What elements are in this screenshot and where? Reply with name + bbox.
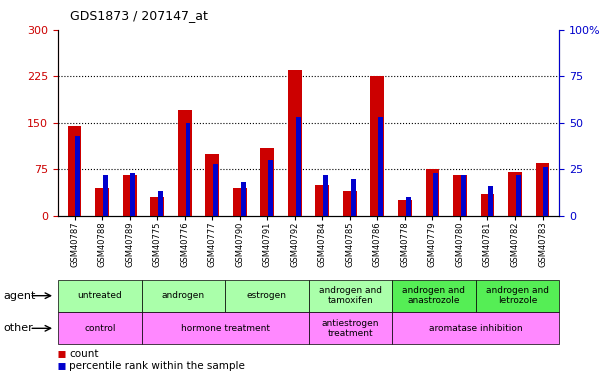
Text: androgen: androgen (162, 291, 205, 300)
Bar (142, 312, 309, 344)
Bar (461, 175, 466, 216)
Bar (392, 312, 559, 344)
Text: other: other (3, 323, 33, 333)
Bar (398, 200, 412, 216)
Bar (481, 194, 494, 216)
Bar (58, 280, 142, 312)
Bar (103, 175, 108, 216)
Bar (453, 176, 467, 216)
Bar (543, 167, 548, 216)
Bar (378, 117, 383, 216)
Bar (315, 185, 329, 216)
Bar (343, 191, 357, 216)
Bar (351, 178, 356, 216)
Text: aromatase inhibition: aromatase inhibition (429, 324, 522, 333)
Bar (68, 126, 81, 216)
Bar (225, 280, 309, 312)
Bar (433, 173, 438, 216)
Bar (425, 169, 439, 216)
Bar (186, 123, 191, 216)
Bar (150, 197, 164, 216)
Bar (516, 175, 521, 216)
Text: androgen and
tamoxifen: androgen and tamoxifen (319, 286, 382, 305)
Bar (142, 280, 225, 312)
Text: antiestrogen
treatment: antiestrogen treatment (321, 319, 379, 338)
Bar (158, 192, 163, 216)
Bar (392, 280, 475, 312)
Bar (288, 70, 302, 216)
Bar (323, 175, 328, 216)
Bar (309, 280, 392, 312)
Bar (406, 197, 411, 216)
Text: hormone treatment: hormone treatment (181, 324, 269, 333)
Bar (268, 160, 273, 216)
Bar (370, 76, 384, 216)
Text: androgen and
letrozole: androgen and letrozole (486, 286, 549, 305)
Text: agent: agent (3, 291, 35, 301)
Bar (488, 186, 493, 216)
Bar (130, 173, 136, 216)
Text: androgen and
anastrozole: androgen and anastrozole (402, 286, 466, 305)
Bar (241, 182, 246, 216)
Bar (536, 163, 549, 216)
Text: count: count (69, 350, 98, 359)
Bar (508, 172, 522, 216)
Bar (260, 148, 274, 216)
Text: estrogen: estrogen (247, 291, 287, 300)
Bar (75, 136, 80, 216)
Bar (309, 312, 392, 344)
Text: GDS1873 / 207147_at: GDS1873 / 207147_at (70, 9, 208, 22)
Bar (205, 154, 219, 216)
Text: control: control (84, 324, 115, 333)
Text: percentile rank within the sample: percentile rank within the sample (69, 361, 245, 370)
Bar (296, 117, 301, 216)
Text: untreated: untreated (78, 291, 122, 300)
Bar (178, 110, 192, 216)
Bar (95, 188, 109, 216)
Bar (123, 176, 136, 216)
Bar (58, 312, 142, 344)
Bar (213, 164, 218, 216)
Bar (233, 188, 247, 216)
Bar (475, 280, 559, 312)
